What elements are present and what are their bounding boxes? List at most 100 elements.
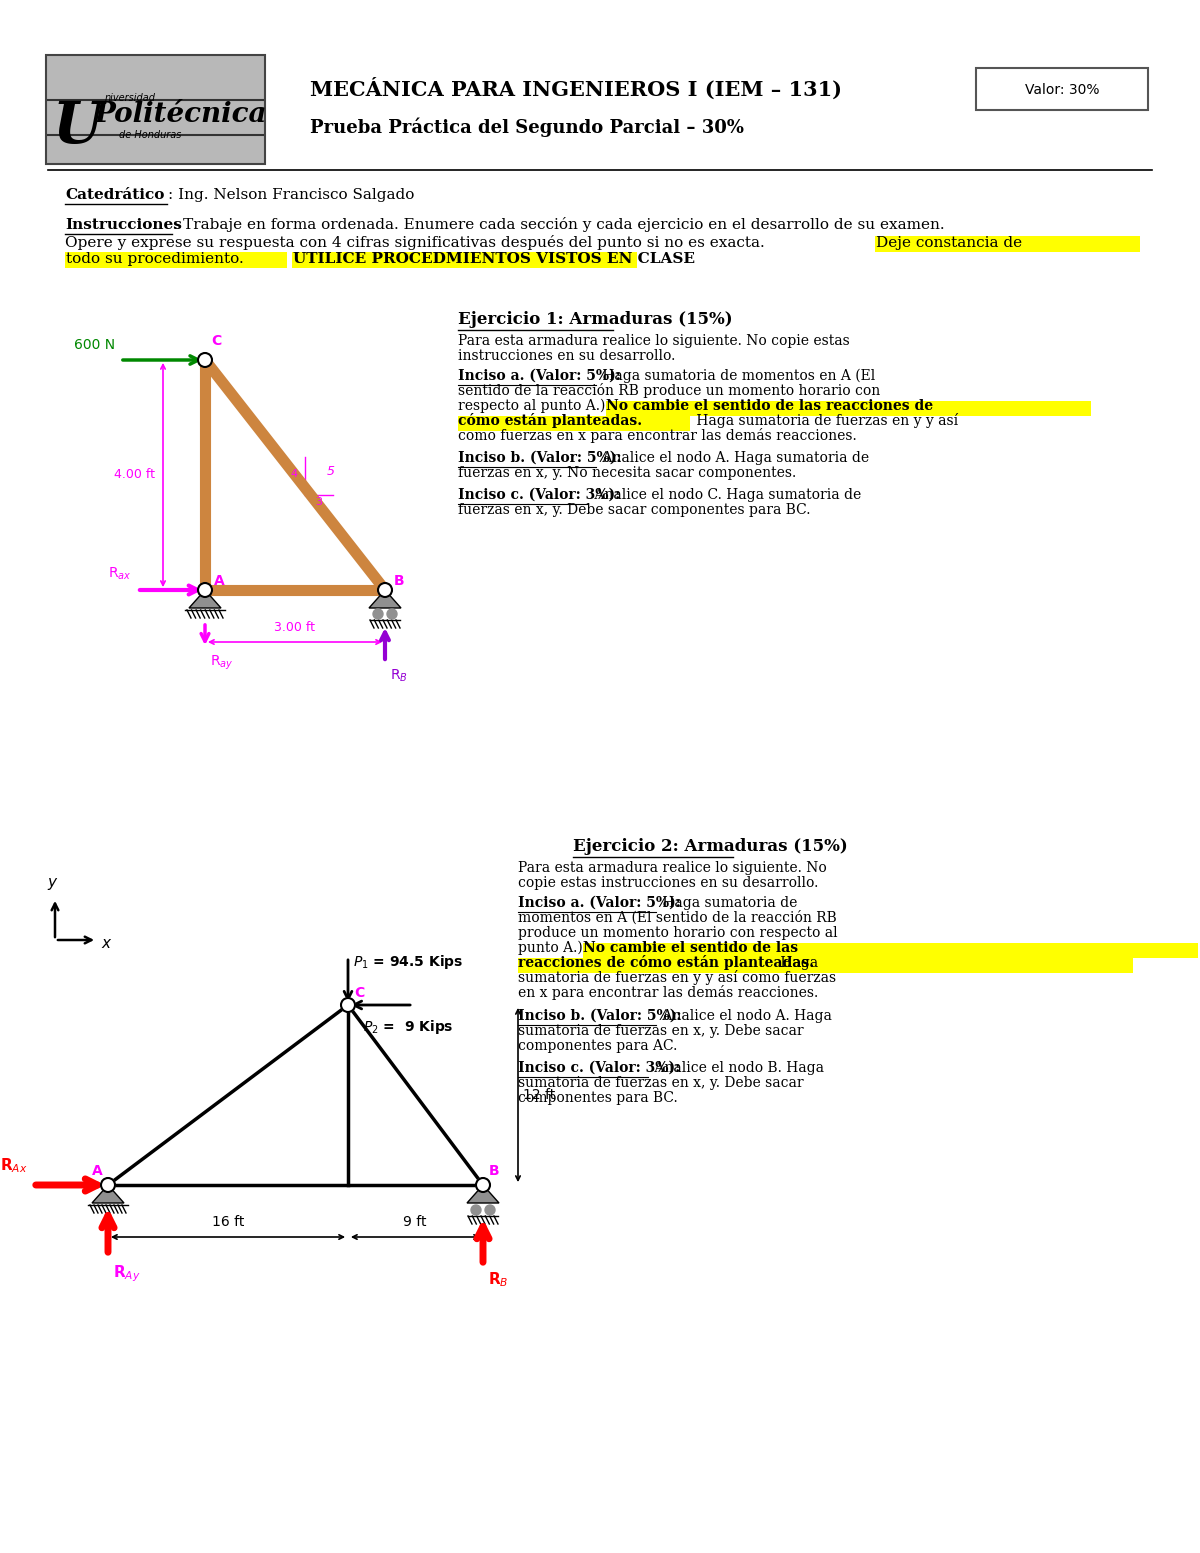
Text: R$_{ay}$: R$_{ay}$ [210,654,234,672]
Text: C: C [211,334,221,348]
Text: R$_B$: R$_B$ [390,668,408,685]
FancyBboxPatch shape [518,958,1133,974]
Text: Haga sumatoria de: Haga sumatoria de [658,896,797,910]
Text: Inciso c. (Valor: 3%):: Inciso c. (Valor: 3%): [518,1061,680,1075]
Text: Politécnica: Politécnica [95,101,268,127]
Circle shape [373,609,383,620]
Text: Instrucciones: Instrucciones [65,217,182,231]
Text: Inciso a. (Valor: 5%):: Inciso a. (Valor: 5%): [458,370,620,384]
Text: como fuerzas en x para encontrar las demás reacciones.: como fuerzas en x para encontrar las dem… [458,429,857,443]
Text: Valor: 30%: Valor: 30% [1025,82,1099,96]
Text: Prueba Práctica del Segundo Parcial – 30%: Prueba Práctica del Segundo Parcial – 30… [310,118,744,137]
Text: todo su procedimiento.: todo su procedimiento. [66,252,244,266]
Text: Analice el nodo A. Haga sumatoria de: Analice el nodo A. Haga sumatoria de [598,450,869,464]
Text: fuerzas en x, y. No necesita sacar componentes.: fuerzas en x, y. No necesita sacar compo… [458,466,797,480]
Circle shape [198,353,212,367]
Text: B: B [394,575,404,589]
Text: Catedrático: Catedrático [65,188,164,202]
Text: Analice el nodo B. Haga: Analice el nodo B. Haga [650,1061,824,1075]
Text: 4: 4 [290,469,298,478]
Text: sumatoria de fuerzas en x, y. Debe sacar: sumatoria de fuerzas en x, y. Debe sacar [518,1023,804,1037]
Text: Ejercicio 2: Armaduras (15%): Ejercicio 2: Armaduras (15%) [574,839,847,856]
Text: instrucciones en su desarrollo.: instrucciones en su desarrollo. [458,349,676,363]
Text: Inciso c. (Valor: 3%):: Inciso c. (Valor: 3%): [458,488,620,502]
Text: 600 N: 600 N [74,339,115,353]
FancyBboxPatch shape [46,54,265,165]
Text: componentes para AC.: componentes para AC. [518,1039,677,1053]
Text: 9 ft: 9 ft [403,1214,427,1228]
FancyBboxPatch shape [583,943,1198,958]
Circle shape [341,999,355,1013]
Text: momentos en A (El sentido de la reacción RB: momentos en A (El sentido de la reacción… [518,910,836,926]
Circle shape [386,609,397,620]
Text: cómo están planteadas.: cómo están planteadas. [458,413,642,429]
Text: $P_2$ =  9 Kips: $P_2$ = 9 Kips [364,1019,454,1036]
Text: Para esta armadura realice lo siguiente. No: Para esta armadura realice lo siguiente.… [518,860,827,874]
Text: Para esta armadura realice lo siguiente. No copie estas: Para esta armadura realice lo siguiente.… [458,334,850,348]
Text: Ejercicio 1: Armaduras (15%): Ejercicio 1: Armaduras (15%) [458,311,733,328]
Text: A: A [214,575,224,589]
Text: niversidad: niversidad [106,93,156,102]
Text: Inciso b. (Valor: 5%):: Inciso b. (Valor: 5%): [458,450,622,464]
Text: respecto al punto A.): respecto al punto A.) [458,399,610,413]
Text: $y$: $y$ [47,876,59,891]
Text: Haga sumatoria de fuerzas en y y así: Haga sumatoria de fuerzas en y y así [692,413,958,429]
Text: 3: 3 [316,497,323,506]
FancyBboxPatch shape [65,252,287,269]
FancyBboxPatch shape [606,401,1091,416]
Text: R$_{ax}$: R$_{ax}$ [108,565,132,582]
Text: punto A.): punto A.) [518,941,587,955]
Text: produce un momento horario con respecto al: produce un momento horario con respecto … [518,926,838,940]
Text: R$_B$: R$_B$ [488,1270,509,1289]
Text: C: C [354,986,365,1000]
Polygon shape [370,590,401,609]
Text: No cambie el sentido de las reacciones de: No cambie el sentido de las reacciones d… [606,399,934,413]
Circle shape [101,1179,115,1193]
Circle shape [485,1205,496,1214]
Text: : Ing. Nelson Francisco Salgado: : Ing. Nelson Francisco Salgado [168,188,414,202]
Text: fuerzas en x, y. Debe sacar componentes para BC.: fuerzas en x, y. Debe sacar componentes … [458,503,810,517]
Text: Haga: Haga [776,957,818,971]
Text: 3.00 ft: 3.00 ft [275,621,316,634]
Polygon shape [467,1185,499,1204]
Polygon shape [190,590,221,609]
Text: $x$: $x$ [101,935,113,950]
Text: R$_{Ay}$: R$_{Ay}$ [113,1263,140,1284]
FancyBboxPatch shape [292,252,637,269]
Text: 5: 5 [326,464,335,478]
Text: Analice el nodo C. Haga sumatoria de: Analice el nodo C. Haga sumatoria de [590,488,862,502]
Polygon shape [92,1185,124,1204]
Text: Haga sumatoria de momentos en A (El: Haga sumatoria de momentos en A (El [598,368,875,384]
Text: Opere y exprese su respuesta con 4 cifras significativas después del punto si no: Opere y exprese su respuesta con 4 cifra… [65,235,769,250]
Text: U: U [52,98,103,155]
Text: copie estas instrucciones en su desarrollo.: copie estas instrucciones en su desarrol… [518,876,818,890]
Text: 4.00 ft: 4.00 ft [114,469,155,481]
Circle shape [470,1205,481,1214]
Circle shape [378,582,392,596]
Text: Inciso b. (Valor: 5%):: Inciso b. (Valor: 5%): [518,1009,682,1023]
Circle shape [476,1179,490,1193]
Text: Deje constancia de: Deje constancia de [876,236,1022,250]
Text: UTILICE PROCEDMIENTOS VISTOS EN CLASE: UTILICE PROCEDMIENTOS VISTOS EN CLASE [293,252,695,266]
Text: componentes para BC.: componentes para BC. [518,1092,678,1106]
Text: MECÁNICA PARA INGENIEROS I (IEM – 131): MECÁNICA PARA INGENIEROS I (IEM – 131) [310,78,842,99]
Text: $P_1$ = 94.5 Kips: $P_1$ = 94.5 Kips [353,954,463,971]
Text: R$_{Ax}$: R$_{Ax}$ [0,1157,28,1176]
Text: de Honduras: de Honduras [119,130,181,140]
Text: sumatoria de fuerzas en x, y. Debe sacar: sumatoria de fuerzas en x, y. Debe sacar [518,1076,804,1090]
Text: 16 ft: 16 ft [212,1214,244,1228]
FancyBboxPatch shape [976,68,1148,110]
Text: A: A [92,1165,103,1179]
Text: sentido de la reacción RB produce un momento horario con: sentido de la reacción RB produce un mom… [458,384,881,398]
Text: en x para encontrar las demás reacciones.: en x para encontrar las demás reacciones… [518,985,818,1000]
Text: reacciones de cómo están planteadas.: reacciones de cómo están planteadas. [518,955,814,971]
Circle shape [198,582,212,596]
FancyBboxPatch shape [458,416,690,432]
FancyBboxPatch shape [875,236,1140,252]
Text: 12 ft: 12 ft [523,1089,556,1103]
Text: B: B [490,1165,499,1179]
Text: Analice el nodo A. Haga: Analice el nodo A. Haga [658,1009,832,1023]
Text: No cambie el sentido de las: No cambie el sentido de las [583,941,798,955]
Text: sumatoria de fuerzas en y y así como fuerzas: sumatoria de fuerzas en y y así como fue… [518,971,836,985]
Text: Inciso a. (Valor: 5%):: Inciso a. (Valor: 5%): [518,896,680,910]
